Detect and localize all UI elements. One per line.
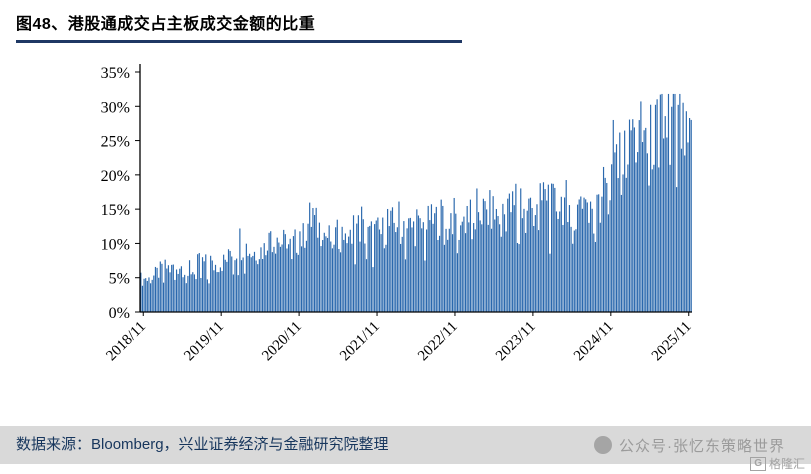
svg-text:2020/11: 2020/11 xyxy=(259,319,305,365)
svg-text:20%: 20% xyxy=(101,168,130,185)
title-underline xyxy=(16,40,462,43)
svg-text:10%: 10% xyxy=(101,236,130,253)
gelonghui-logo-icon: G xyxy=(750,456,766,471)
data-source-label: 数据来源： xyxy=(16,436,92,453)
svg-text:35%: 35% xyxy=(101,65,130,82)
wechat-account-name: 公众号·张忆东策略世界 xyxy=(619,437,785,455)
figure-title: 图48、港股通成交占主板成交金额的比重 xyxy=(16,16,316,33)
svg-text:2025/11: 2025/11 xyxy=(649,319,695,365)
data-source-text: 数据来源：Bloomberg，兴业证券经济与金融研究院整理 xyxy=(16,426,389,464)
svg-text:2022/11: 2022/11 xyxy=(415,319,461,365)
svg-text:2019/11: 2019/11 xyxy=(181,319,227,365)
source-footer: 数据来源：Bloomberg，兴业证券经济与金融研究院整理 公众号·张忆东策略世… xyxy=(0,426,811,464)
svg-text:2024/11: 2024/11 xyxy=(571,319,617,365)
svg-text:2023/11: 2023/11 xyxy=(493,319,539,365)
wechat-credit: 公众号·张忆东策略世界 xyxy=(594,426,785,464)
svg-text:0%: 0% xyxy=(109,305,130,322)
turnover-share-bar-chart: 0% 5% 10% 15% 20% 25% 30% 35% 2018/11 2019/11 2020… xyxy=(0,50,811,422)
svg-text:25%: 25% xyxy=(101,134,130,151)
svg-text:5%: 5% xyxy=(109,271,130,288)
data-source-value: Bloomberg，兴业证券经济与金融研究院整理 xyxy=(91,436,389,453)
gelonghui-name: 格隆汇 xyxy=(768,457,805,471)
svg-text:30%: 30% xyxy=(101,99,130,116)
svg-text:2021/11: 2021/11 xyxy=(337,319,383,365)
svg-text:2018/11: 2018/11 xyxy=(103,319,149,365)
wechat-logo-icon xyxy=(594,436,612,454)
gelonghui-watermark: G 格隆汇 xyxy=(750,455,805,472)
svg-text:15%: 15% xyxy=(101,202,130,219)
